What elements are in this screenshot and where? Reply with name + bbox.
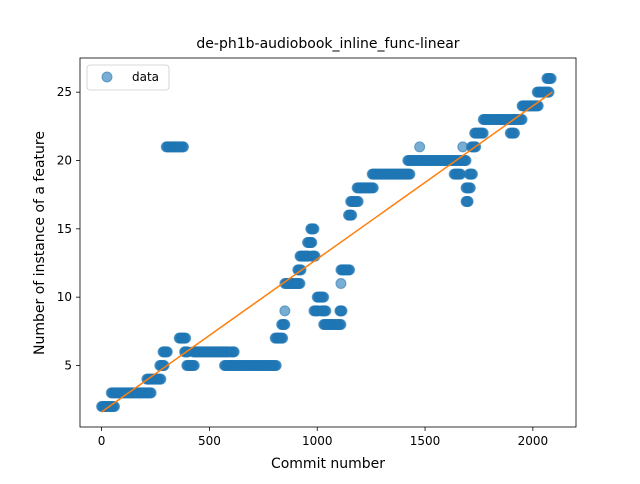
y-tick-label: 15	[57, 222, 72, 236]
y-tick-label: 5	[64, 359, 72, 373]
data-point	[279, 305, 291, 317]
data-point	[335, 278, 347, 289]
x-tick-label: 1500	[410, 434, 441, 448]
data-point	[464, 182, 476, 194]
data-point	[277, 332, 289, 344]
y-tick-label: 20	[57, 154, 72, 168]
x-tick-label: 1000	[302, 434, 333, 448]
axes-frame	[79, 57, 577, 428]
data-point	[460, 155, 472, 166]
data-point	[414, 141, 426, 153]
y-tick-label: 10	[57, 290, 72, 304]
x-tick-label: 2000	[518, 434, 549, 448]
data-point	[352, 196, 364, 207]
data-point	[335, 319, 347, 330]
chart-title: de-ph1b-audiobook_inline_func-linear	[196, 36, 459, 52]
legend-label: data	[132, 70, 159, 84]
y-axis-label: Number of instance of a feature	[32, 131, 48, 355]
data-point	[367, 182, 379, 194]
data-point	[180, 332, 192, 344]
data-point	[344, 264, 356, 276]
data-point	[161, 346, 173, 358]
data-point	[462, 196, 474, 207]
x-tick-label: 500	[198, 434, 221, 448]
data-point	[545, 73, 557, 84]
fit-line	[101, 91, 553, 413]
data-point	[404, 168, 416, 180]
data-point	[155, 373, 167, 385]
x-axis-label: Commit number	[271, 456, 385, 472]
data-point	[228, 346, 240, 358]
data-point	[320, 305, 332, 317]
data-point	[270, 360, 282, 371]
data-point	[294, 278, 306, 289]
data-point	[543, 86, 555, 98]
data-markers	[96, 73, 557, 412]
data-point	[145, 387, 157, 399]
plot-area: 0 500 1000 1500 2000 5 10 15 20 25 data	[57, 57, 577, 448]
data-point	[477, 127, 489, 139]
data-point	[308, 223, 320, 235]
data-point	[318, 291, 330, 303]
data-point	[158, 360, 170, 371]
data-point	[188, 360, 200, 371]
data-point	[178, 141, 190, 153]
legend-box	[86, 64, 170, 91]
data-point	[346, 209, 358, 221]
data-point	[336, 305, 348, 317]
y-tick-label: 25	[57, 85, 72, 99]
data-point	[509, 127, 521, 139]
data-point	[305, 237, 317, 248]
legend: data	[86, 64, 170, 91]
x-tick-label: 0	[98, 434, 106, 448]
data-point	[457, 141, 469, 153]
legend-marker	[101, 71, 113, 83]
data-point	[279, 319, 291, 330]
data-point	[466, 168, 478, 180]
